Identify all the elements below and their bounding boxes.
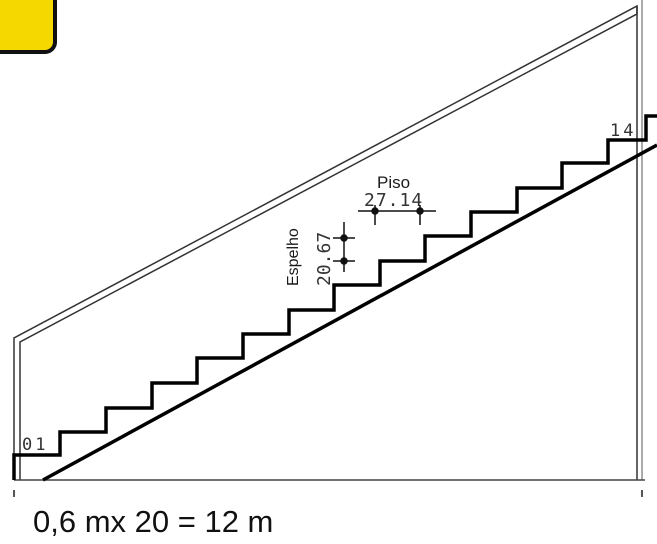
- handrail-inner: [19, 13, 638, 480]
- stair-underside: [42, 143, 657, 482]
- tread-title: Piso: [377, 173, 410, 192]
- tread-dimension-line: [358, 205, 436, 225]
- riser-title: Espelho: [285, 228, 302, 286]
- corner-badge: [0, 0, 57, 54]
- riser-dimension-line: [333, 222, 355, 272]
- step-label-first: 01: [22, 435, 48, 455]
- calculation-caption: 0,6 mx 20 = 12 m: [33, 504, 274, 539]
- tread-value: 27.14: [364, 190, 423, 211]
- riser-value: 20.67: [314, 232, 335, 286]
- step-label-last: 14: [610, 121, 636, 141]
- stair-profile: [12, 114, 657, 480]
